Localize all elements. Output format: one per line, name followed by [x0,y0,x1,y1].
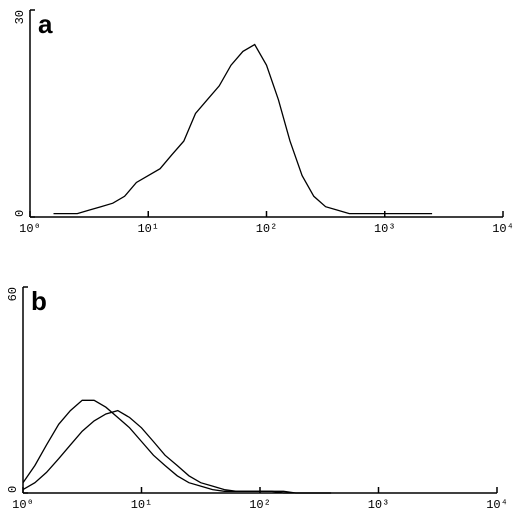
x-tick-label: 10¹ [131,498,153,512]
x-tick-label: 10³ [368,498,390,512]
x-tick-label: 10⁴ [486,498,508,512]
y-tick-label: 0 [6,486,20,493]
y-tick-label: 60 [6,287,20,301]
x-tick-label: 10⁴ [492,222,514,236]
x-tick-label: 10¹ [137,222,159,236]
y-tick-label: 30 [13,10,27,24]
histogram-line [22,409,332,494]
x-tick-label: 10⁰ [19,222,41,236]
panel-label: a [38,9,53,39]
panel-label: b [31,286,47,316]
x-tick-label: 10² [256,222,278,236]
histogram-line [22,399,332,494]
histogram-line [53,43,433,215]
y-tick-label: 0 [13,210,27,217]
x-tick-label: 10² [249,498,271,512]
x-tick-label: 10⁰ [12,498,34,512]
x-tick-label: 10³ [374,222,396,236]
